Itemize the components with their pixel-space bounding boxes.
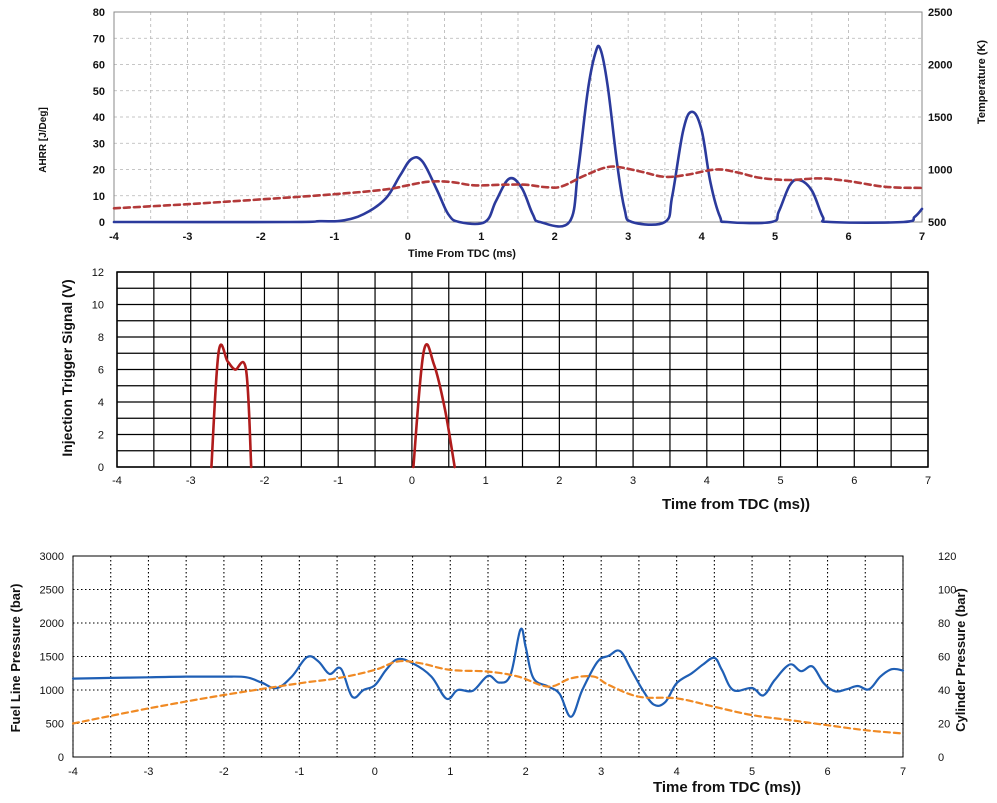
y-tick-label: 1500	[40, 652, 64, 664]
y-tick-label: 40	[93, 112, 105, 124]
x-tick-label: 0	[372, 766, 378, 778]
x-tick-label: 6	[824, 766, 830, 778]
series-line-1	[210, 343, 253, 469]
gridlines	[113, 11, 923, 223]
y-tick-label: 10	[93, 191, 105, 203]
y2-tick-label: 1500	[928, 112, 952, 124]
plot-frame	[113, 11, 923, 223]
x-tick-label: -2	[219, 766, 229, 778]
x-tick-label: -1	[294, 766, 304, 778]
x-tick-label: 4	[704, 475, 710, 487]
x-tick-label: 0	[405, 231, 411, 243]
x-tick-label: 2	[552, 231, 558, 243]
x-tick-label: 4	[699, 231, 706, 243]
y2-tick-label: 1000	[928, 165, 952, 177]
x-tick-label: 0	[409, 475, 415, 487]
y2-tick-label: 2000	[928, 60, 952, 72]
y-tick-label: 30	[93, 138, 105, 150]
x-tick-label: 5	[772, 231, 778, 243]
x-tick-label: -1	[333, 475, 343, 487]
y-tick-label: 50	[93, 86, 105, 98]
y2-tick-label: 100	[938, 585, 956, 597]
x-tick-label: 3	[630, 475, 636, 487]
y-tick-label: 2500	[40, 585, 64, 597]
series-line-2	[412, 343, 456, 469]
x-tick-label: 3	[625, 231, 631, 243]
y2-axis-label: Temperature (K)	[976, 40, 988, 124]
x-tick-label: -3	[186, 475, 196, 487]
y-tick-label: 0	[98, 462, 104, 474]
x-axis-label: Time from TDC (ms))	[653, 779, 801, 796]
plot-frame	[116, 271, 929, 468]
x-tick-label: 1	[483, 475, 489, 487]
y-tick-label: 4	[98, 397, 104, 409]
x-tick-label: 6	[851, 475, 857, 487]
y-tick-label: 6	[98, 365, 104, 377]
y-tick-label: 1000	[40, 685, 64, 697]
y-tick-label: 0	[99, 217, 105, 229]
y-tick-label: 70	[93, 33, 105, 45]
x-tick-label: -3	[144, 766, 154, 778]
x-tick-label: 5	[777, 475, 783, 487]
y-tick-label: 2000	[40, 618, 64, 630]
y-tick-label: 20	[93, 165, 105, 177]
series-line-2	[71, 659, 905, 735]
x-tick-label: -4	[112, 475, 122, 487]
gridlines	[116, 271, 929, 468]
x-axis-label: Time From TDC (ms)	[408, 248, 516, 260]
y-tick-label: 12	[92, 267, 104, 279]
chart-panel-1: -4 -3 -2 -1 0 1 2 3 4 5 6 7010203040506070805001000…	[38, 7, 988, 260]
y-tick-label: 10	[92, 300, 104, 312]
series-line-2	[112, 165, 924, 210]
x-tick-label: 1	[447, 766, 453, 778]
x-tick-label: 2	[523, 766, 529, 778]
y-tick-label: 500	[46, 719, 64, 731]
x-tick-label: 7	[900, 766, 906, 778]
x-tick-label: -2	[260, 475, 270, 487]
x-tick-label: 7	[919, 231, 925, 243]
x-axis-label: Time from TDC (ms))	[662, 496, 810, 513]
y-tick-label: 8	[98, 332, 104, 344]
y2-tick-label: 60	[938, 652, 950, 664]
y-axis-label: AHRR [J/Deg]	[38, 107, 49, 173]
y2-tick-label: 120	[938, 551, 956, 563]
x-tick-label: -4	[68, 766, 78, 778]
y-tick-label: 0	[58, 752, 64, 764]
chart-panel-3: -4 -3 -2 -1 0 1 2 3 4 5 6 7050010001500200025003000…	[8, 551, 968, 796]
y-tick-label: 80	[93, 7, 105, 19]
y2-tick-label: 2500	[928, 7, 952, 19]
x-tick-label: 6	[845, 231, 851, 243]
gridlines	[72, 555, 904, 758]
y-tick-label: 3000	[40, 551, 64, 563]
y-tick-label: 60	[93, 60, 105, 72]
y-axis-label: Injection Trigger Signal (V)	[59, 279, 75, 456]
x-tick-label: 1	[478, 231, 484, 243]
y-axis-label: Fuel Line Pressure (bar)	[8, 584, 23, 733]
y2-axis-label: Cylinder Pressure (bar)	[953, 588, 968, 732]
y2-tick-label: 0	[938, 752, 944, 764]
y2-tick-label: 20	[938, 719, 950, 731]
y-tick-label: 2	[98, 430, 104, 442]
x-tick-label: 4	[674, 766, 680, 778]
series-line-1	[112, 44, 924, 228]
x-tick-label: 7	[925, 475, 931, 487]
y2-tick-label: 40	[938, 685, 950, 697]
x-tick-label: 2	[556, 475, 562, 487]
x-tick-label: 3	[598, 766, 604, 778]
x-tick-label: -3	[183, 231, 193, 243]
y2-tick-label: 500	[928, 217, 946, 229]
series-line-1	[71, 627, 905, 718]
x-tick-label: 5	[749, 766, 755, 778]
plot-frame	[72, 555, 904, 758]
x-tick-label: -1	[329, 231, 339, 243]
x-tick-label: -4	[109, 231, 120, 243]
x-tick-label: -2	[256, 231, 266, 243]
y2-tick-label: 80	[938, 618, 950, 630]
